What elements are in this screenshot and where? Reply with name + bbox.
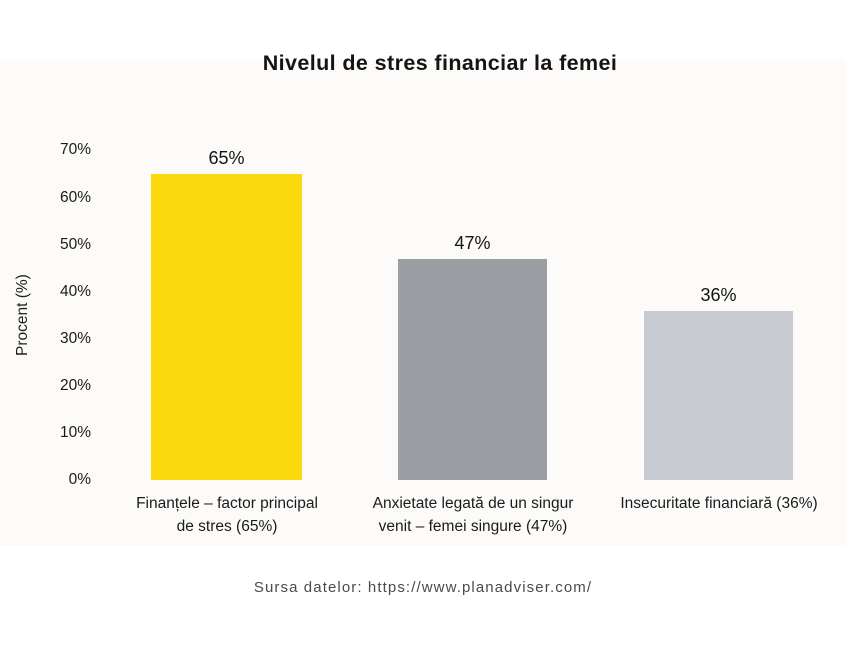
bar-group-anxietate: 47% (398, 233, 547, 480)
chart-title: Nivelul de stres financiar la femei (262, 51, 618, 75)
y-axis-tick-label: 20% (59, 376, 91, 394)
x-axis-category-label: Insecuritate financiară (36%) (620, 495, 818, 512)
y-axis-tick-label: 40% (59, 282, 91, 300)
bar-insecuritate (644, 311, 793, 480)
y-axis-tick-label: 30% (59, 329, 91, 347)
y-axis-tick-label: 70% (59, 141, 91, 159)
y-axis-tick-label: 10% (59, 423, 91, 441)
bar-value-label: 36% (700, 285, 737, 305)
y-axis-title: Procent (%) (14, 274, 31, 356)
x-axis-category-label: Anxietate legată de un singur venit – fe… (372, 495, 574, 536)
bar-group-finante: 65% (151, 148, 302, 480)
y-axis-tick-label: 60% (59, 188, 91, 206)
y-axis-tick-label: 50% (59, 235, 91, 253)
data-source-text: Sursa datelor: https://www.planadviser.c… (253, 579, 593, 596)
bar-anxietate (398, 259, 547, 480)
bar-value-label: 65% (208, 148, 245, 168)
bar-finante (151, 174, 302, 480)
bar-group-insecuritate: 36% (644, 285, 793, 480)
bar-value-label: 47% (454, 233, 491, 253)
y-axis-tick-label: 0% (68, 471, 91, 488)
x-axis-category-label: Finanțele – factor principal de stres (6… (136, 495, 318, 536)
